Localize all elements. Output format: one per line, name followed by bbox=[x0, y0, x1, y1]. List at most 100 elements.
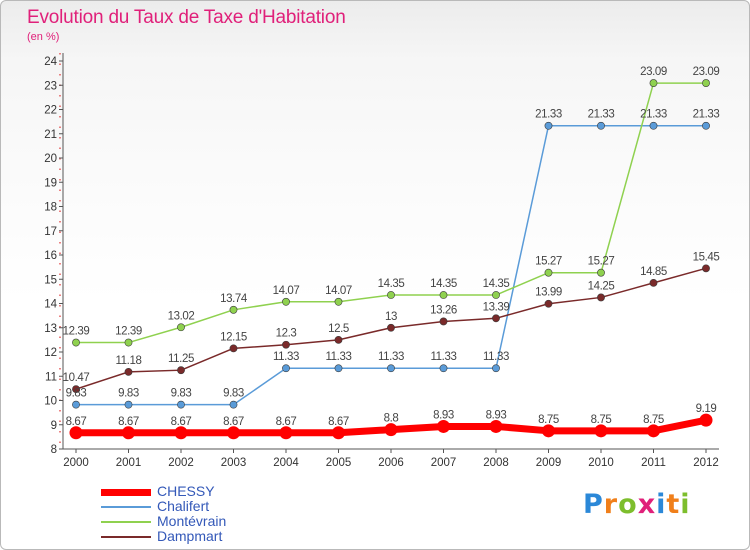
data-point-dampmart bbox=[387, 323, 395, 332]
data-point-dampmart bbox=[229, 344, 238, 353]
data-point-montévrain bbox=[544, 268, 553, 277]
x-tick-label: 2000 bbox=[63, 457, 89, 469]
data-point-chessy bbox=[542, 424, 555, 438]
y-tick-label: 18 bbox=[44, 202, 57, 214]
y-tick-label: 13 bbox=[44, 323, 57, 335]
data-label-chalifert: 21.33 bbox=[693, 109, 720, 121]
data-label-montévrain: 15.27 bbox=[535, 256, 562, 268]
x-tick-label: 2003 bbox=[221, 457, 247, 469]
data-label-dampmart: 12.15 bbox=[220, 331, 247, 343]
data-label-montévrain: 12.39 bbox=[115, 326, 142, 338]
data-label-dampmart: 11.18 bbox=[116, 355, 142, 367]
data-point-chessy bbox=[489, 419, 503, 433]
y-tick-label: 8 bbox=[51, 444, 57, 456]
data-label-chalifert: 9.83 bbox=[223, 388, 244, 400]
data-label-chessy: 8.75 bbox=[538, 414, 559, 426]
x-tick-label: 2001 bbox=[116, 457, 142, 469]
x-tick-label: 2005 bbox=[326, 457, 352, 469]
data-label-chessy: 8.67 bbox=[223, 416, 244, 428]
data-point-montévrain bbox=[124, 338, 133, 347]
data-point-montévrain bbox=[649, 79, 658, 87]
y-tick-label: 23 bbox=[44, 80, 57, 92]
data-point-montévrain bbox=[282, 297, 290, 306]
data-point-montévrain bbox=[597, 268, 605, 277]
legend-label: Montévrain bbox=[157, 513, 227, 529]
data-label-montévrain: 14.35 bbox=[430, 278, 457, 290]
data-point-chessy bbox=[279, 426, 293, 440]
data-point-chessy bbox=[594, 424, 608, 438]
data-point-montévrain bbox=[177, 323, 185, 332]
data-point-chessy bbox=[699, 413, 713, 427]
data-point-montévrain bbox=[492, 291, 500, 299]
data-point-chessy bbox=[647, 424, 660, 438]
y-tick-label: 11 bbox=[45, 371, 57, 383]
data-point-montévrain bbox=[387, 291, 395, 299]
proxiti-logo: Proxiti bbox=[583, 489, 691, 520]
data-point-chessy bbox=[69, 426, 83, 440]
data-point-dampmart bbox=[597, 293, 605, 302]
data-label-dampmart: 13.99 bbox=[535, 287, 562, 299]
x-tick-label: 2008 bbox=[483, 457, 509, 469]
data-label-chessy: 8.67 bbox=[118, 416, 139, 428]
x-tick-label: 2006 bbox=[378, 457, 404, 469]
data-label-chalifert: 21.33 bbox=[588, 109, 615, 121]
legend-label: Dampmart bbox=[157, 528, 223, 544]
legend-swatch bbox=[101, 521, 151, 523]
data-point-montévrain bbox=[334, 297, 343, 306]
data-label-chessy: 8.93 bbox=[486, 409, 507, 421]
legend-swatch bbox=[101, 536, 151, 538]
x-tick-label: 2012 bbox=[693, 457, 719, 469]
x-tick-label: 2011 bbox=[641, 457, 666, 469]
x-tick-label: 2002 bbox=[168, 457, 194, 469]
data-point-chessy bbox=[227, 426, 240, 440]
data-label-chalifert: 11.33 bbox=[378, 351, 404, 363]
data-point-montévrain bbox=[439, 291, 448, 299]
data-label-chalifert: 21.33 bbox=[640, 109, 667, 121]
data-label-chalifert: 11.33 bbox=[326, 351, 352, 363]
chart-subtitle: (en %) bbox=[27, 31, 60, 43]
y-tick-label: 10 bbox=[44, 396, 57, 408]
y-tick-label: 16 bbox=[44, 250, 57, 262]
data-point-chalifert bbox=[439, 364, 448, 373]
data-label-dampmart: 10.47 bbox=[63, 372, 90, 384]
x-tick-label: 2009 bbox=[536, 457, 562, 469]
data-point-chessy bbox=[174, 426, 188, 440]
data-labels: 8.67 8.67 8.67 8.67 8.67 8.67 8.8 8.93 8.93 8.75 8… bbox=[63, 66, 720, 428]
logo-letter: i bbox=[680, 489, 691, 520]
y-tick-label: 15 bbox=[44, 274, 57, 286]
data-label-montévrain: 13.74 bbox=[220, 293, 248, 305]
data-label-chessy: 8.67 bbox=[276, 416, 297, 428]
data-label-chalifert: 11.33 bbox=[483, 351, 509, 363]
data-point-chalifert bbox=[597, 121, 605, 130]
data-point-dampmart bbox=[72, 385, 80, 394]
y-tick-label: 22 bbox=[44, 105, 57, 117]
data-point-chalifert bbox=[72, 400, 80, 409]
axes: 8 9 10 11 12 13 14 15 16 17 18 19 20 21 22 23 24 2000 2001… bbox=[44, 53, 719, 469]
data-point-dampmart bbox=[544, 299, 553, 308]
data-label-dampmart: 14.25 bbox=[588, 280, 615, 292]
data-label-chessy: 8.93 bbox=[433, 409, 454, 421]
data-label-dampmart: 14.85 bbox=[640, 266, 667, 278]
data-label-montévrain: 14.07 bbox=[325, 285, 352, 297]
data-label-dampmart: 15.45 bbox=[693, 251, 720, 263]
data-label-chalifert: 11.33 bbox=[431, 351, 457, 363]
data-label-dampmart: 12.3 bbox=[276, 328, 297, 340]
data-label-chessy: 8.67 bbox=[66, 416, 87, 428]
data-point-chalifert bbox=[649, 121, 658, 130]
data-point-dampmart bbox=[124, 367, 133, 376]
data-label-dampmart: 12.5 bbox=[328, 323, 349, 335]
logo-letter: P bbox=[583, 489, 604, 520]
data-point-chalifert bbox=[124, 400, 133, 409]
x-tick-label: 2010 bbox=[588, 457, 614, 469]
logo-letter: o bbox=[618, 489, 638, 520]
data-label-chessy: 8.75 bbox=[591, 414, 612, 426]
data-label-montévrain: 14.35 bbox=[378, 278, 405, 290]
data-label-chessy: 9.19 bbox=[696, 403, 717, 415]
data-label-chessy: 8.67 bbox=[171, 416, 192, 428]
logo-letter: r bbox=[603, 489, 619, 520]
data-point-montévrain bbox=[702, 79, 710, 87]
data-point-dampmart bbox=[439, 317, 448, 326]
data-label-chessy: 8.75 bbox=[643, 414, 664, 426]
